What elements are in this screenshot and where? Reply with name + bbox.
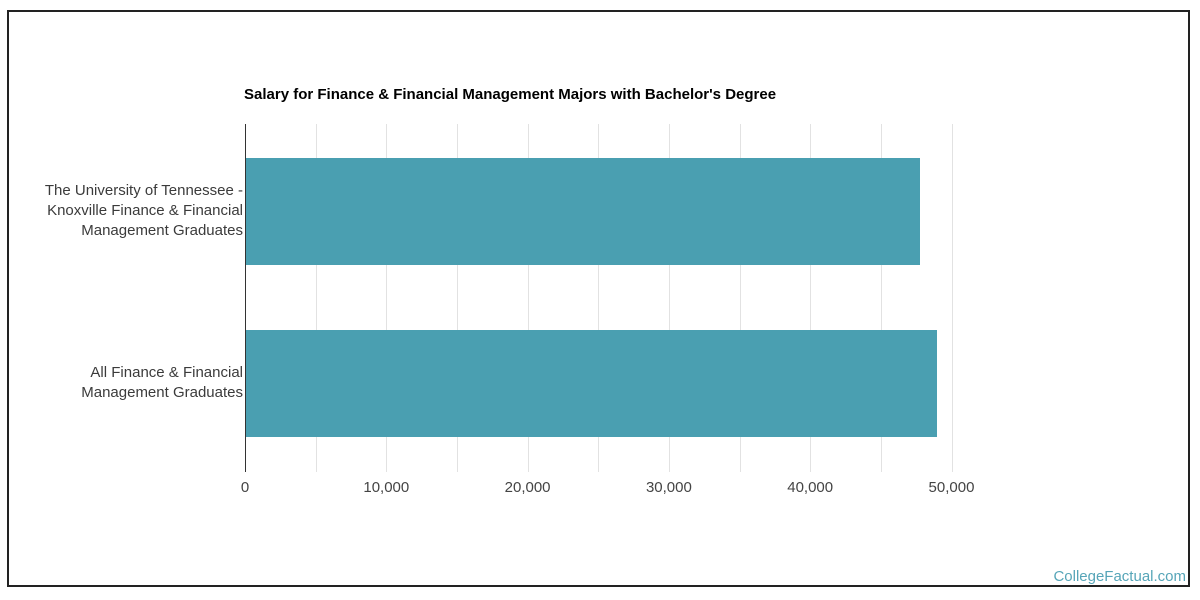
plot-area	[245, 124, 985, 472]
x-tick-label: 30,000	[645, 479, 692, 496]
category-label-line: Management Graduates	[81, 222, 243, 239]
category-label-line: The University of Tennessee -	[44, 182, 243, 199]
gridline	[527, 124, 529, 472]
gridline	[739, 124, 741, 472]
x-tick-label: 20,000	[504, 479, 551, 496]
category-label-line: Knoxville Finance & Financial	[47, 202, 243, 219]
x-tick-label: 10,000	[363, 479, 410, 496]
category-label: All Finance & Financial Management Gradua…	[0, 363, 243, 403]
category-label-line: Management Graduates	[81, 384, 243, 401]
gridline	[456, 124, 458, 472]
x-tick-label: 50,000	[928, 479, 975, 496]
bar-all-graduates[interactable]	[246, 330, 937, 437]
gridline	[880, 124, 882, 472]
gridline	[315, 124, 317, 472]
gridline	[668, 124, 670, 472]
category-label: The University of Tennessee - Knoxville F…	[0, 181, 243, 241]
x-tick-label: 0	[240, 479, 250, 496]
gridline	[810, 124, 812, 472]
watermark-link[interactable]: CollegeFactual.com	[1053, 568, 1186, 585]
bar-ut-knoxville[interactable]	[246, 158, 920, 265]
gridline	[951, 124, 953, 472]
chart-title: Salary for Finance & Financial Managemen…	[244, 86, 777, 103]
gridline	[598, 124, 600, 472]
gridline	[386, 124, 388, 472]
y-axis-line	[245, 124, 246, 472]
x-tick-label: 40,000	[787, 479, 834, 496]
category-label-line: All Finance & Financial	[90, 364, 243, 381]
